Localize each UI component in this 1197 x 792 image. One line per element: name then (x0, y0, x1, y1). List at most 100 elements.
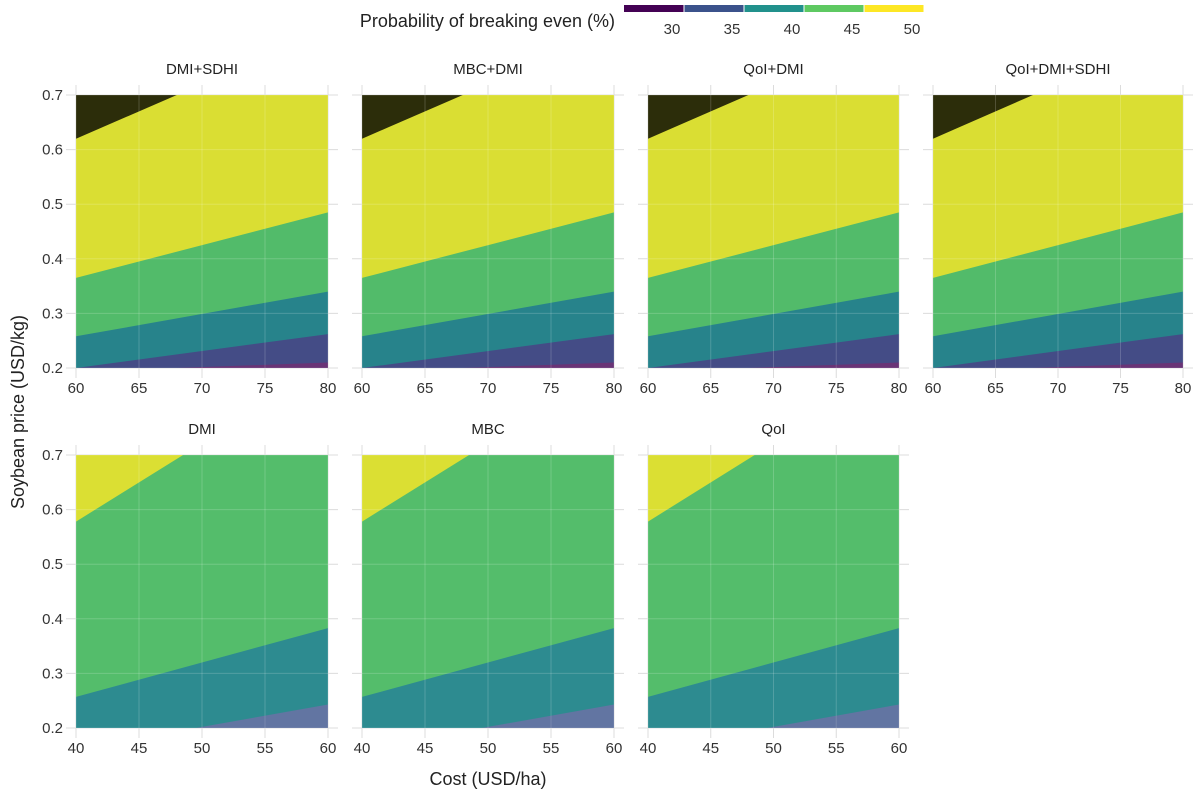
x-tick-label: 65 (417, 380, 434, 397)
band-above-40 (648, 455, 899, 697)
band-above-45 (76, 455, 184, 522)
panel-qoi: QoI 40 45 50 55 60 (638, 421, 909, 757)
contour-bands (362, 95, 614, 368)
panel-title: MBC (471, 421, 505, 438)
y-tick-label: 0.5 (42, 556, 63, 573)
band-above-45 (933, 95, 1183, 278)
legend: Probability of breaking even (%) 30 35 40 4… (360, 5, 925, 38)
panel-title: QoI+DMI+SDHI (1005, 61, 1110, 78)
overlay-gridlines (361, 454, 615, 729)
overlay-gridlines (75, 454, 329, 729)
overlay-gridlines (647, 94, 900, 369)
band-above-40 (362, 455, 614, 697)
legend-break-label: 50 (904, 21, 921, 38)
x-tick-label: 65 (987, 380, 1004, 397)
x-tick-label: 60 (640, 380, 657, 397)
x-tick-label: 45 (417, 740, 434, 757)
x-tick-label: 80 (1175, 380, 1192, 397)
band-above-45 (648, 95, 899, 278)
panel-title: QoI (761, 421, 785, 438)
x-tick-label: 70 (480, 380, 497, 397)
contour-bands (933, 95, 1183, 368)
legend-swatch-4 (864, 5, 924, 12)
panel-qoi-dmi-sdhi: QoI+DMI+SDHI 60 65 70 75 80 (923, 61, 1193, 397)
x-tick-label: 60 (68, 380, 85, 397)
y-tick-label: 0.6 (42, 502, 63, 519)
band-above-50 (933, 95, 1033, 139)
legend-swatch-2 (744, 5, 804, 12)
band-above-50 (648, 95, 749, 139)
panel-dmi: DMI 40 45 50 55 60 0.2 0.3 0.4 0.5 0.6 0.7 (42, 421, 338, 757)
band-above-50 (76, 95, 177, 139)
y-axis-title: Soybean price (USD/kg) (8, 315, 28, 509)
x-tick-label: 55 (257, 740, 274, 757)
y-tick-label: 0.3 (42, 305, 63, 322)
legend-break-label: 45 (844, 21, 861, 38)
legend-title: Probability of breaking even (%) (360, 11, 615, 31)
x-tick-label: 60 (925, 380, 942, 397)
band-above-50 (362, 95, 463, 139)
legend-swatch-1 (684, 5, 744, 12)
overlay-gridlines (361, 94, 615, 369)
y-tick-label: 0.4 (42, 611, 63, 628)
contour-bands (76, 455, 328, 728)
x-axis-title: Cost (USD/ha) (429, 769, 546, 789)
y-tick-label: 0.3 (42, 665, 63, 682)
x-tick-label: 70 (1050, 380, 1067, 397)
band-above-45 (362, 95, 614, 278)
y-tick-label: 0.2 (42, 360, 63, 377)
x-tick-label: 40 (640, 740, 657, 757)
panel-title: DMI (188, 421, 216, 438)
legend-break-label: 30 (664, 21, 681, 38)
x-tick-label: 50 (194, 740, 211, 757)
x-tick-label: 55 (828, 740, 845, 757)
legend-swatch-0 (624, 5, 684, 12)
y-tick-label: 0.6 (42, 142, 63, 159)
band-above-45 (648, 455, 755, 522)
y-tick-label: 0.5 (42, 196, 63, 213)
band-above-40 (76, 455, 328, 697)
x-tick-label: 80 (320, 380, 337, 397)
panel-title: DMI+SDHI (166, 61, 238, 78)
x-tick-label: 70 (194, 380, 211, 397)
band-above-45 (362, 455, 470, 522)
y-tick-label: 0.7 (42, 447, 63, 464)
x-tick-label: 50 (765, 740, 782, 757)
x-tick-label: 50 (480, 740, 497, 757)
overlay-gridlines (75, 94, 329, 369)
x-tick-label: 65 (702, 380, 719, 397)
overlay-gridlines (647, 454, 900, 729)
x-tick-label: 45 (702, 740, 719, 757)
x-tick-label: 70 (765, 380, 782, 397)
legend-swatch-3 (804, 5, 864, 12)
panel-title: QoI+DMI (743, 61, 803, 78)
x-tick-label: 55 (543, 740, 560, 757)
band-above-45 (76, 95, 328, 278)
y-tick-label: 0.2 (42, 720, 63, 737)
y-tick-label: 0.7 (42, 87, 63, 104)
x-tick-label: 65 (131, 380, 148, 397)
contour-bands (362, 455, 614, 728)
panel-dmi-sdhi: DMI+SDHI 60 65 70 75 80 0.2 0.3 0.4 0.5 0.6 0.7 (42, 61, 338, 397)
x-tick-label: 75 (1112, 380, 1129, 397)
overlay-gridlines (932, 94, 1184, 369)
panel-mbc: MBC 40 45 50 55 60 (352, 421, 624, 757)
legend-break-label: 40 (784, 21, 801, 38)
y-tick-label: 0.4 (42, 251, 63, 268)
legend-break-label: 35 (724, 21, 741, 38)
x-tick-label: 75 (543, 380, 560, 397)
x-tick-label: 60 (606, 740, 623, 757)
contour-bands (76, 95, 328, 368)
panel-title: MBC+DMI (453, 61, 523, 78)
x-tick-label: 60 (354, 380, 371, 397)
panel-qoi-dmi: QoI+DMI 60 65 70 75 80 (638, 61, 909, 397)
contour-bands (648, 455, 899, 728)
x-tick-label: 60 (891, 740, 908, 757)
x-tick-label: 75 (828, 380, 845, 397)
facet-panels: DMI+SDHI 60 65 70 75 80 0.2 0.3 0.4 0.5 0.6 0.7 MBC+… (42, 61, 1193, 757)
x-tick-label: 40 (68, 740, 85, 757)
x-tick-label: 60 (320, 740, 337, 757)
x-tick-label: 75 (257, 380, 274, 397)
x-tick-label: 40 (354, 740, 371, 757)
